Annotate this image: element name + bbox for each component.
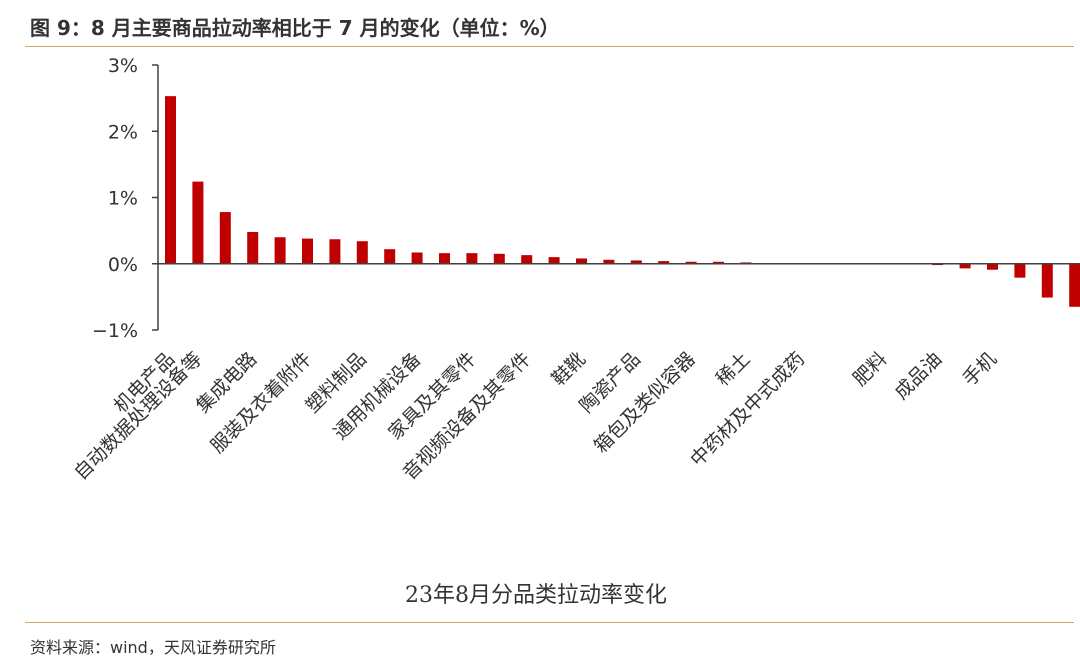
bar-19 bbox=[685, 261, 697, 264]
bar-3 bbox=[247, 231, 259, 264]
bar-4 bbox=[274, 237, 286, 264]
bar-29 bbox=[959, 263, 971, 269]
x-category-label-3: 服装及衣着附件 bbox=[206, 348, 316, 458]
x-category-label-1: 自动数据处理设备等 bbox=[70, 348, 206, 484]
bar-7 bbox=[356, 241, 368, 264]
bar-15 bbox=[576, 258, 587, 264]
x-category-label-15: 手机 bbox=[959, 348, 1001, 390]
x-category-labels: 机电产品自动数据处理设备等集成电路服装及衣着附件塑料制品通用机械设备家具及其零件… bbox=[70, 348, 1001, 484]
bar-32 bbox=[1041, 263, 1053, 298]
bar-0 bbox=[165, 96, 176, 264]
x-category-label-14: 成品油 bbox=[890, 348, 946, 404]
x-category-label-10: 箱包及类似容器 bbox=[590, 348, 700, 458]
bar-2 bbox=[219, 212, 231, 264]
bar-6 bbox=[329, 239, 341, 264]
bar-16 bbox=[603, 259, 615, 264]
bar-10 bbox=[439, 253, 450, 264]
x-category-label-8: 鞋靴 bbox=[548, 348, 590, 390]
bar-31 bbox=[1014, 263, 1026, 278]
axes-group bbox=[152, 64, 1080, 331]
bar-group bbox=[165, 96, 1080, 307]
figure-title: 图 9：8 月主要商品拉动率相比于 7 月的变化（单位：%） bbox=[30, 16, 560, 40]
y-tick-label-0: −1% bbox=[92, 320, 138, 342]
bar-9 bbox=[411, 252, 423, 264]
source-note: 资料来源：wind，天风证券研究所 bbox=[30, 638, 276, 657]
y-tick-labels: −1% 0% 1% 2% 3% bbox=[92, 55, 138, 342]
title-divider bbox=[25, 46, 1074, 47]
bar-30 bbox=[987, 263, 998, 270]
bar-20 bbox=[713, 261, 724, 264]
y-tick-label-4: 3% bbox=[108, 55, 138, 77]
x-category-label-13: 肥料 bbox=[849, 348, 891, 390]
bar-12 bbox=[493, 253, 505, 264]
bar-13 bbox=[521, 255, 533, 264]
y-tick-label-3: 2% bbox=[108, 121, 138, 143]
bar-11 bbox=[466, 253, 478, 264]
bar-1 bbox=[192, 181, 204, 264]
y-tick-label-2: 1% bbox=[108, 188, 138, 210]
y-tick-label-1: 0% bbox=[108, 254, 138, 276]
bar-17 bbox=[630, 260, 642, 264]
x-axis-title: 23年8月分品类拉动率变化 bbox=[405, 583, 667, 608]
bar-33 bbox=[1069, 263, 1080, 307]
bar-chart: −1% 0% 1% 2% 3% 机电产品自动数据处理设备等集成电路服装及衣着附件塑料制品… bbox=[70, 55, 1080, 608]
bar-8 bbox=[384, 249, 396, 264]
bar-5 bbox=[302, 238, 313, 264]
x-category-label-11: 稀土 bbox=[712, 348, 754, 390]
bar-18 bbox=[658, 261, 670, 264]
bar-14 bbox=[548, 257, 560, 264]
source-divider bbox=[25, 622, 1074, 623]
